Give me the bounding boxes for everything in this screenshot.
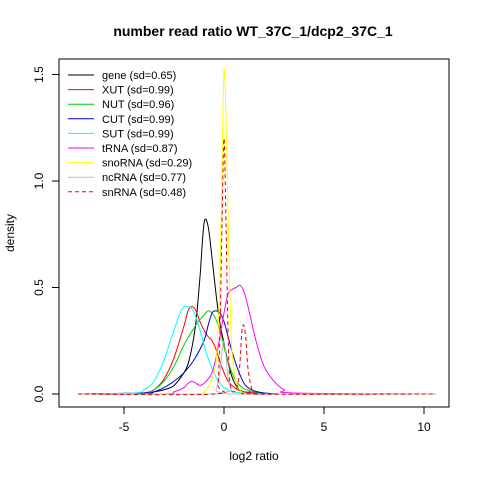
- series-line-1: [77, 306, 436, 395]
- series-line-4: [77, 305, 436, 395]
- x-tick-label: 5: [321, 420, 328, 434]
- chart-title: number read ratio WT_37C_1/dcp2_37C_1: [113, 23, 393, 39]
- legend-label-1: XUT (sd=0.99): [102, 85, 174, 97]
- x-tick-label: 10: [417, 420, 431, 434]
- x-axis: -5 0 5 10: [119, 406, 431, 434]
- y-tick-label: 1.0: [32, 172, 46, 189]
- series-line-3: [77, 310, 437, 395]
- y-tick-label: 1.5: [32, 66, 46, 83]
- y-axis-label: density: [3, 214, 17, 252]
- y-tick-label: 0.5: [32, 279, 46, 296]
- series-line-6: [77, 68, 437, 395]
- legend-label-4: SUT (sd=0.99): [102, 128, 174, 140]
- y-axis: 0.0 0.5 1.0 1.5: [32, 66, 60, 402]
- series-line-5: [77, 284, 437, 395]
- x-axis-label: log2 ratio: [229, 449, 279, 463]
- legend-label-5: tRNA (sd=0.87): [102, 143, 178, 155]
- series-line-2: [77, 310, 436, 395]
- series-line-8: [77, 137, 437, 396]
- legend-label-3: CUT (sd=0.99): [102, 114, 174, 126]
- y-tick-label: 0.0: [32, 385, 46, 402]
- legend-label-6: snoRNA (sd=0.29): [102, 158, 192, 170]
- legend-label-2: NUT (sd=0.96): [102, 99, 174, 111]
- legend-label-8: snRNA (sd=0.48): [102, 187, 186, 199]
- x-tick-label: 0: [221, 420, 228, 434]
- legend-label-0: gene (sd=0.65): [102, 70, 176, 82]
- series-layer: [77, 68, 437, 396]
- x-tick-label: -5: [119, 420, 130, 434]
- legend-label-7: ncRNA (sd=0.77): [102, 172, 186, 184]
- legend: gene (sd=0.65) XUT (sd=0.99) NUT (sd=0.96)…: [68, 70, 192, 199]
- series-line-0: [77, 218, 436, 395]
- series-line-7: [77, 340, 437, 395]
